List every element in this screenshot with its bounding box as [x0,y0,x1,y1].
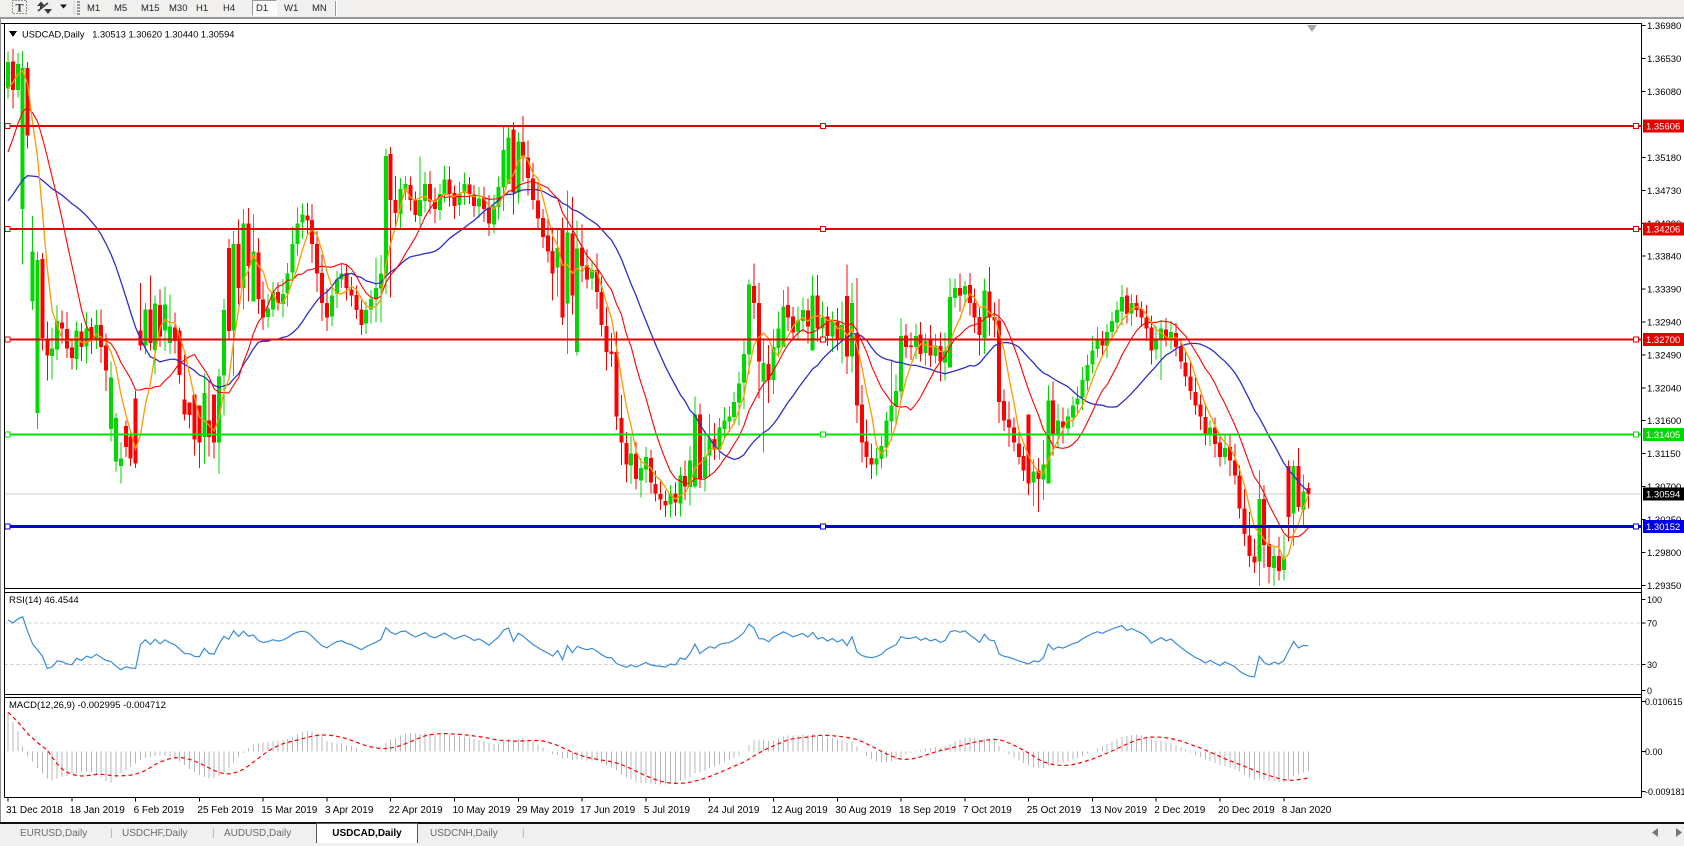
svg-text:1.33390: 1.33390 [1647,284,1681,295]
svg-text:2 Dec 2019: 2 Dec 2019 [1154,805,1206,816]
svg-text:18 Sep 2019: 18 Sep 2019 [899,805,956,816]
svg-text:0.010615: 0.010615 [1645,697,1683,707]
svg-text:24 Jul 2019: 24 Jul 2019 [708,805,760,816]
svg-text:100: 100 [1647,595,1662,605]
svg-text:31 Dec 2018: 31 Dec 2018 [6,805,63,816]
svg-text:USDCAD,Daily 1.30513 1.30620: USDCAD,Daily 1.30513 1.30620 1.30440 1.3… [22,30,234,40]
svg-text:10 May 2019: 10 May 2019 [453,805,511,816]
svg-text:1.32940: 1.32940 [1647,317,1681,328]
svg-text:1.36080: 1.36080 [1647,87,1681,98]
svg-text:13 Nov 2019: 13 Nov 2019 [1090,805,1147,816]
svg-text:1.31405: 1.31405 [1646,430,1680,441]
svg-text:1.36530: 1.36530 [1647,54,1681,65]
svg-text:1.32490: 1.32490 [1647,351,1681,362]
svg-text:6 Feb 2019: 6 Feb 2019 [134,805,185,816]
svg-text:30 Aug 2019: 30 Aug 2019 [835,805,892,816]
svg-text:1.31150: 1.31150 [1647,449,1681,460]
svg-text:25 Feb 2019: 25 Feb 2019 [197,805,254,816]
svg-text:-0.009181: -0.009181 [1645,787,1684,797]
svg-text:3 Apr 2019: 3 Apr 2019 [325,805,374,816]
svg-text:1.29800: 1.29800 [1647,548,1681,559]
svg-text:1.32700: 1.32700 [1646,335,1680,346]
svg-text:17 Jun 2019: 17 Jun 2019 [580,805,635,816]
svg-text:30: 30 [1647,660,1657,670]
svg-text:18 Jan 2019: 18 Jan 2019 [70,805,125,816]
svg-text:1.32040: 1.32040 [1647,384,1681,395]
svg-text:1.30152: 1.30152 [1646,522,1680,533]
svg-text:5 Jul 2019: 5 Jul 2019 [644,805,691,816]
svg-text:1.30700: 1.30700 [1647,482,1681,493]
svg-text:12 Aug 2019: 12 Aug 2019 [772,805,829,816]
svg-text:1.31600: 1.31600 [1647,416,1681,427]
svg-text:20 Dec 2019: 20 Dec 2019 [1218,805,1275,816]
svg-text:29 May 2019: 29 May 2019 [516,805,574,816]
svg-text:T: T [15,1,23,15]
svg-text:RSI(14) 46.4544: RSI(14) 46.4544 [9,595,79,606]
svg-text:0: 0 [1647,686,1652,696]
svg-text:MACD(12,26,9) -0.002995 -0.004: MACD(12,26,9) -0.002995 -0.004712 [9,700,166,711]
svg-text:1.36980: 1.36980 [1647,21,1681,32]
svg-text:15 Mar 2019: 15 Mar 2019 [261,805,318,816]
svg-text:22 Apr 2019: 22 Apr 2019 [389,805,443,816]
svg-text:8 Jan 2020: 8 Jan 2020 [1282,805,1332,816]
svg-text:0.00: 0.00 [1645,747,1663,757]
svg-text:1.34730: 1.34730 [1647,186,1681,197]
svg-text:1.30594: 1.30594 [1646,490,1680,501]
svg-text:1.35606: 1.35606 [1646,122,1680,133]
svg-text:70: 70 [1647,619,1657,629]
svg-text:25 Oct 2019: 25 Oct 2019 [1027,805,1082,816]
svg-text:1.33840: 1.33840 [1647,251,1681,262]
svg-text:1.35180: 1.35180 [1647,153,1681,164]
svg-text:1.34206: 1.34206 [1646,225,1680,236]
svg-text:7 Oct 2019: 7 Oct 2019 [963,805,1012,816]
svg-text:1.29350: 1.29350 [1647,581,1681,592]
